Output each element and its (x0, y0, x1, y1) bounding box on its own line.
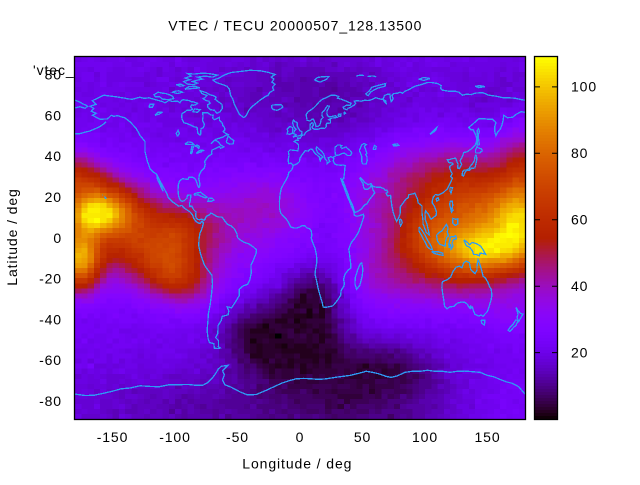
svg-text:-150: -150 (97, 429, 129, 445)
svg-text:60: 60 (571, 212, 588, 228)
svg-text:50: 50 (354, 429, 371, 445)
svg-text:-80: -80 (39, 393, 62, 409)
svg-text:40: 40 (571, 278, 588, 294)
svg-text:-50: -50 (226, 429, 249, 445)
svg-text:60: 60 (45, 107, 62, 123)
svg-text:Longitude / deg: Longitude / deg (242, 456, 352, 472)
svg-text:20: 20 (571, 344, 588, 360)
svg-text:100: 100 (412, 429, 438, 445)
svg-text:-20: -20 (39, 271, 62, 287)
svg-text:Latitude / deg: Latitude / deg (4, 188, 20, 285)
svg-text:80: 80 (571, 145, 588, 161)
svg-text:VTEC / TECU 20000507_128.13500: VTEC / TECU 20000507_128.13500 (168, 18, 422, 34)
svg-text:150: 150 (474, 429, 500, 445)
svg-text:40: 40 (45, 148, 62, 164)
svg-text:'vtec_: 'vtec_ (33, 62, 75, 78)
svg-text:-40: -40 (39, 311, 62, 327)
svg-text:-100: -100 (159, 429, 191, 445)
svg-text:0: 0 (53, 230, 62, 246)
svg-text:20: 20 (45, 189, 62, 205)
svg-text:80: 80 (45, 67, 62, 83)
svg-text:0: 0 (296, 429, 305, 445)
svg-text:100: 100 (571, 79, 597, 95)
svg-text:-60: -60 (39, 352, 62, 368)
